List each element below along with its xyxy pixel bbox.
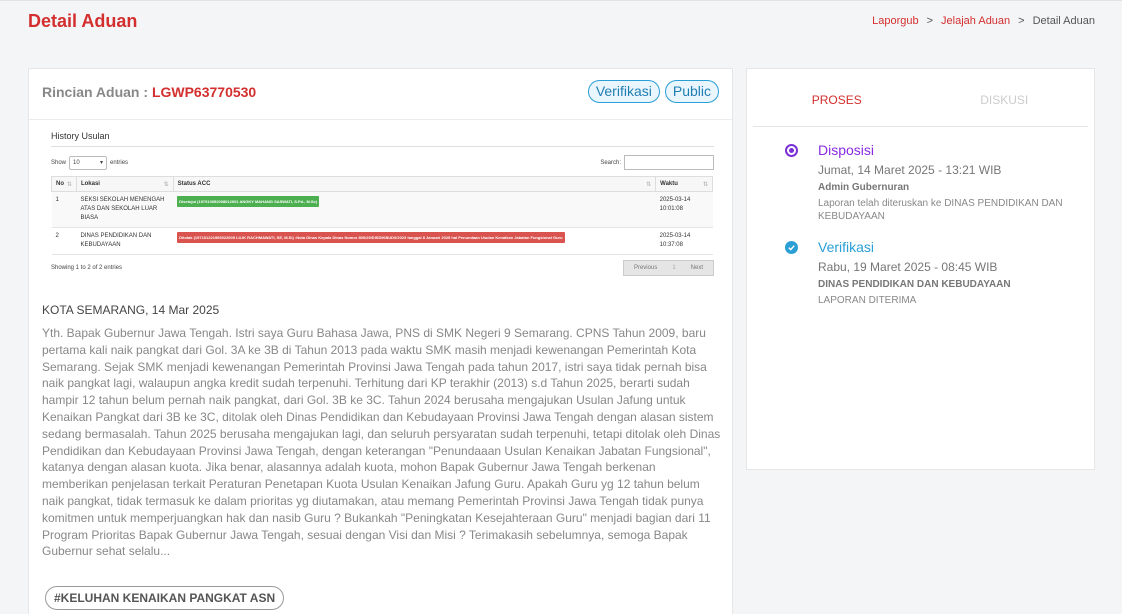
status-rejected-badge: Ditolak (197101221993022005 LILIK RACHMA… [177, 232, 565, 243]
cell-waktu: 2025-03-14 10:37:08 [655, 227, 713, 255]
cell-status: Ditolak (197101221993022005 LILIK RACHMA… [173, 227, 656, 255]
entries-label: entries [110, 159, 129, 166]
search-control: Search: [600, 155, 714, 170]
timeline-description: Laporan telah diteruskan ke DINAS PENDID… [818, 198, 1063, 222]
cell-no: 2 [51, 227, 77, 255]
complaint-detail-card: Rincian Aduan : LGWP63770530 Verifikasi … [28, 68, 733, 614]
card-divider [29, 119, 732, 120]
table-footer: Showing 1 to 2 of 2 entries Previous 1 N… [51, 260, 714, 276]
sort-icon: ⇅ [702, 182, 708, 188]
column-header-status[interactable]: Status ACC ⇅ [172, 176, 657, 192]
process-tabs: PROSES DISKUSI [753, 69, 1088, 127]
timeline-title: Verifikasi [818, 239, 875, 255]
sort-icon: ⇅ [646, 182, 652, 188]
column-header-no[interactable]: No ⇅ [51, 176, 77, 192]
process-card: PROSES DISKUSI Disposisi Jumat, 14 Maret… [746, 68, 1095, 470]
complaint-id-heading: Rincian Aduan : LGWP63770530 [42, 84, 256, 100]
history-title: History Usulan [51, 131, 714, 147]
timeline-item-verifikasi: Verifikasi Rabu, 19 Maret 2025 - 08:45 W… [785, 238, 1083, 307]
complaint-code: LGWP63770530 [151, 84, 257, 100]
show-label: Show [51, 159, 67, 166]
timeline-title: Disposisi [818, 142, 875, 158]
table-info: Showing 1 to 2 of 2 entries [51, 265, 123, 271]
cell-status: Disetujui (197910052008012001 ANGKY MAHA… [173, 191, 656, 228]
history-usulan: History Usulan Show 10 ▾ entries Search:… [51, 131, 714, 276]
table-row: 1 SEKSI SEKOLAH MENENGAH ATAS DAN SEKOLA… [51, 191, 713, 228]
breadcrumb-current: Detail Aduan [1032, 15, 1095, 27]
next-button[interactable]: Next [690, 265, 703, 271]
breadcrumb-jelajah-aduan[interactable]: Jelajah Aduan [941, 15, 1011, 27]
sort-icon: ⇅ [163, 182, 169, 188]
timeline-actor: Admin Gubernuran [818, 182, 910, 193]
tab-diskusi[interactable]: DISKUSI [980, 93, 1029, 107]
timeline-item-disposisi: Disposisi Jumat, 14 Maret 2025 - 13:21 W… [785, 141, 1083, 223]
cell-lokasi: DINAS PENDIDIKAN DAN KEBUDAYAAN [76, 227, 174, 255]
timeline-description: LAPORAN DITERIMA [818, 295, 917, 306]
complaint-id-label: Rincian Aduan : [42, 84, 152, 100]
table-header-row: No ⇅ Lokasi ⇅ Status ACC ⇅ Waktu ⇅ [51, 176, 713, 192]
table-row: 2 DINAS PENDIDIKAN DAN KEBUDAYAAN Ditola… [51, 227, 713, 255]
chevron-down-icon: ▾ [100, 160, 104, 166]
entries-value: 10 [73, 159, 80, 166]
table-controls: Show 10 ▾ entries Search: [51, 155, 714, 170]
timeline-date: Rabu, 19 Maret 2025 - 08:45 WIB [818, 260, 998, 274]
check-circle-icon [785, 241, 798, 254]
status-badge-verifikasi: Verifikasi [587, 80, 660, 103]
breadcrumb-separator: > [926, 15, 934, 27]
column-header-lokasi[interactable]: Lokasi ⇅ [75, 176, 174, 192]
hashtag-tag[interactable]: #KELUHAN KENAIKAN PANGKAT ASN [45, 586, 285, 610]
page-number-button[interactable]: 1 [672, 265, 676, 271]
breadcrumb-separator: > [1018, 15, 1025, 27]
radio-dot-icon [785, 144, 798, 157]
timeline-date: Jumat, 14 Maret 2025 - 13:21 WIB [818, 163, 1002, 177]
timeline-actor: DINAS PENDIDIKAN DAN KEBUDAYAAN [818, 279, 1011, 290]
breadcrumb: Laporgub > Jelajah Aduan > Detail Aduan [872, 15, 1095, 27]
cell-waktu: 2025-03-14 10:01:08 [655, 191, 713, 228]
breadcrumb-laporgub[interactable]: Laporgub [872, 15, 919, 27]
column-header-waktu[interactable]: Waktu ⇅ [655, 176, 713, 192]
previous-button[interactable]: Previous [633, 265, 658, 271]
badge-group: Verifikasi Public [587, 80, 719, 103]
page-title: Detail Aduan [28, 11, 138, 31]
history-table: No ⇅ Lokasi ⇅ Status ACC ⇅ Waktu ⇅ 1 SEKSI S… [51, 176, 713, 255]
status-approved-badge: Disetujui (197910052008012001 ANGKY MAHA… [177, 196, 320, 207]
search-input[interactable] [624, 155, 714, 170]
pagination: Previous 1 Next [622, 260, 714, 276]
complaint-text: Yth. Bapak Gubernur Jawa Tengah. Istri s… [42, 326, 721, 559]
sort-icon: ⇅ [66, 182, 72, 188]
visibility-badge-public: Public [664, 80, 719, 103]
complaint-location-date: KOTA SEMARANG, 14 Mar 2025 [42, 303, 220, 317]
cell-lokasi: SEKSI SEKOLAH MENENGAH ATAS DAN SEKOLAH … [76, 191, 174, 228]
search-label: Search: [600, 159, 621, 166]
entries-control: Show 10 ▾ entries [51, 155, 129, 170]
entries-select[interactable]: 10 ▾ [69, 155, 108, 170]
tab-proses[interactable]: PROSES [811, 93, 862, 107]
cell-no: 1 [51, 191, 77, 228]
